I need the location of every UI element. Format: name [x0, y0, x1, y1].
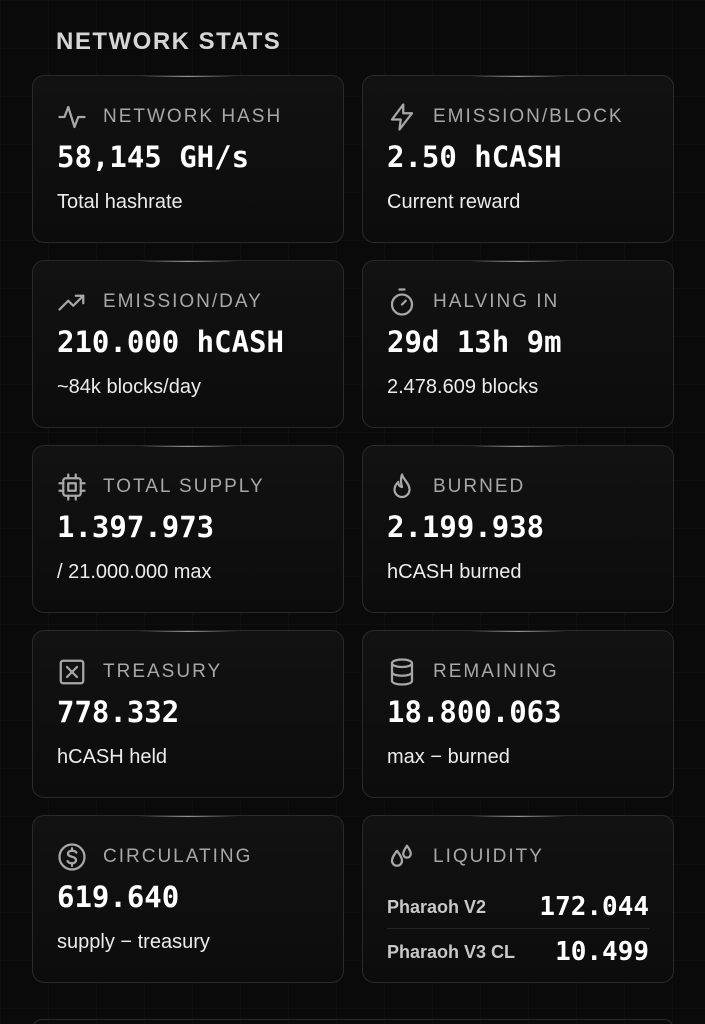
activity-icon	[57, 102, 87, 132]
card-total-supply: TOTAL SUPPLY 1.397.973 / 21.000.000 max	[32, 445, 344, 613]
card-subtitle: max − burned	[387, 746, 510, 768]
card-subtitle: hCASH burned	[387, 561, 522, 583]
database-icon	[387, 657, 417, 687]
card-label: NETWORK HASH	[103, 106, 283, 127]
card-header: BURNED	[387, 471, 525, 503]
card-header: EMISSION/DAY	[57, 286, 263, 318]
vault-box-icon	[57, 657, 87, 687]
card-label: REMAINING	[433, 661, 559, 682]
pool-name: Pharaoh V2	[387, 896, 487, 917]
card-subtitle: Total hashrate	[57, 191, 183, 213]
liquidity-row: Pharaoh V3 CL 10.499	[387, 931, 649, 973]
card-value: 58,145 GH/s	[57, 140, 250, 174]
card-label: EMISSION/DAY	[103, 291, 263, 312]
card-header: EMISSION/BLOCK	[387, 101, 624, 133]
card-header: TREASURY	[57, 656, 222, 688]
card-header: REMAINING	[387, 656, 559, 688]
trending-up-icon	[57, 287, 87, 317]
card-label: EMISSION/BLOCK	[433, 106, 624, 127]
card-header: CIRCULATING	[57, 841, 252, 873]
card-value: 2.199.938	[387, 510, 545, 544]
card-emission-day: EMISSION/DAY 210.000 hCASH ~84k blocks/d…	[32, 260, 344, 428]
card-circulating: CIRCULATING 619.640 supply − treasury	[32, 815, 344, 983]
card-header: NETWORK HASH	[57, 101, 282, 133]
card-treasury: TREASURY 778.332 hCASH held	[32, 630, 344, 798]
pool-value: 10.499	[555, 937, 649, 967]
stopwatch-icon	[387, 287, 417, 317]
card-value: 29d 13h 9m	[387, 325, 562, 359]
droplets-icon	[387, 842, 417, 872]
card-liquidity: LIQUIDITY Pharaoh V2 172.044 Pharaoh V3 …	[362, 815, 674, 983]
card-label: TOTAL SUPPLY	[103, 476, 265, 497]
card-emission-block: EMISSION/BLOCK 2.50 hCASH Current reward	[362, 75, 674, 243]
dollar-circle-icon	[57, 842, 87, 872]
card-subtitle: supply − treasury	[57, 931, 210, 953]
stats-grid: NETWORK HASH 58,145 GH/s Total hashrate …	[32, 75, 674, 983]
card-subtitle: Current reward	[387, 191, 521, 213]
lightning-bolt-icon	[387, 102, 417, 132]
card-value: 2.50 hCASH	[387, 140, 562, 174]
card-burned: BURNED 2.199.938 hCASH burned	[362, 445, 674, 613]
card-value: 778.332	[57, 695, 180, 729]
card-halving-in: HALVING IN 29d 13h 9m 2.478.609 blocks	[362, 260, 674, 428]
card-label: TREASURY	[103, 661, 223, 682]
card-label: LIQUIDITY	[433, 846, 544, 867]
card-subtitle: 2.478.609 blocks	[387, 376, 539, 398]
card-header: LIQUIDITY	[387, 841, 544, 873]
card-header: HALVING IN	[387, 286, 559, 318]
card-subtitle: hCASH held	[57, 746, 168, 768]
cpu-chip-icon	[57, 472, 87, 502]
card-value: 619.640	[57, 880, 180, 914]
next-card-edge	[32, 1019, 674, 1024]
pool-value: 172.044	[539, 892, 649, 922]
flame-icon	[387, 472, 417, 502]
card-label: CIRCULATING	[103, 846, 253, 867]
section-title: NETWORK STATS	[56, 28, 282, 55]
liquidity-row: Pharaoh V2 172.044	[387, 886, 649, 929]
card-remaining: REMAINING 18.800.063 max − burned	[362, 630, 674, 798]
card-subtitle: / 21.000.000 max	[57, 561, 212, 583]
card-value: 210.000 hCASH	[57, 325, 284, 359]
card-header: TOTAL SUPPLY	[57, 471, 265, 503]
card-label: BURNED	[433, 476, 526, 497]
card-subtitle: ~84k blocks/day	[57, 376, 201, 398]
pool-name: Pharaoh V3 CL	[387, 941, 516, 962]
card-value: 18.800.063	[387, 695, 562, 729]
card-label: HALVING IN	[433, 291, 560, 312]
card-network-hash: NETWORK HASH 58,145 GH/s Total hashrate	[32, 75, 344, 243]
card-value: 1.397.973	[57, 510, 215, 544]
